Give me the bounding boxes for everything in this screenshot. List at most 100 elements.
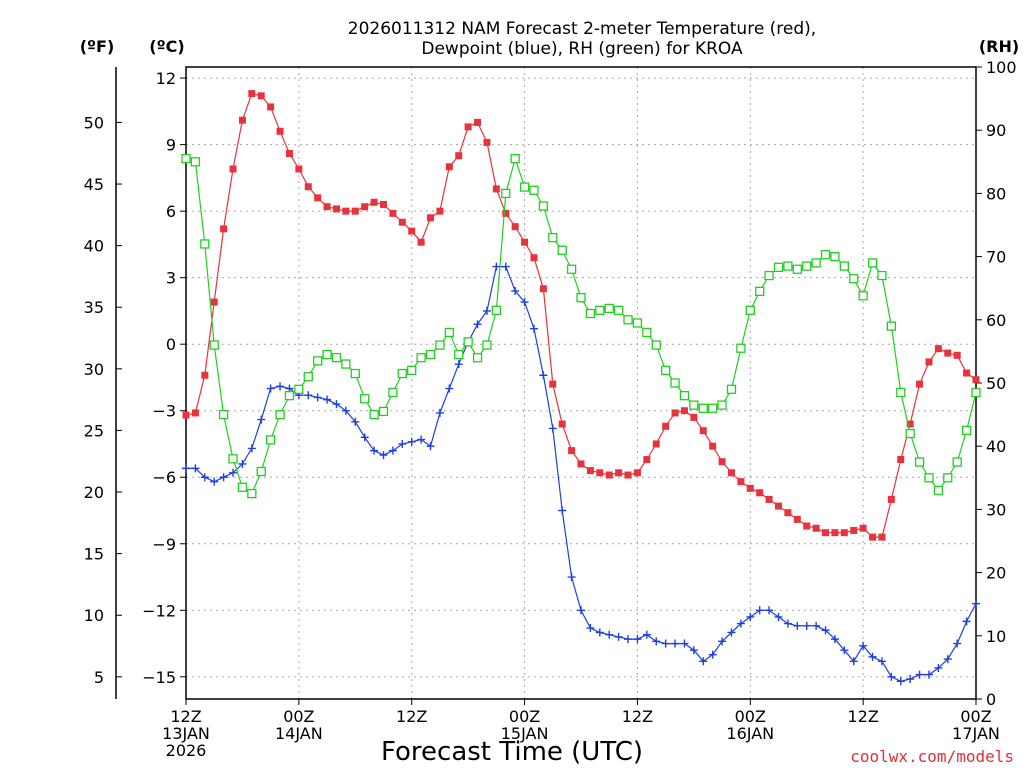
data-point [699,657,708,666]
data-point [660,365,671,376]
data-point [332,205,340,213]
data-point [417,238,425,246]
data-point [416,353,426,363]
rh-tick-label: 40 [986,437,1006,456]
rh-unit-label: (RH) [979,37,1019,56]
data-point [370,446,379,455]
data-point [435,340,445,350]
data-point [360,433,369,442]
data-point [200,239,210,249]
data-point [538,201,549,211]
data-point [566,264,577,274]
data-point [295,165,303,173]
data-point [398,439,407,448]
data-point [793,515,801,523]
x-tick-label: 2026 [166,741,207,760]
data-point [896,677,905,686]
data-point [502,209,510,217]
data-point [568,447,576,455]
data-point [924,670,933,679]
data-point [812,524,820,532]
data-point [501,188,511,199]
data-point [596,469,604,477]
data-point [218,409,229,420]
data-point [680,407,688,415]
data-point [182,411,190,419]
data-point [247,488,257,499]
data-point [595,628,604,637]
data-point [952,457,962,467]
data-point [717,400,727,410]
data-point [708,650,717,659]
data-point [934,663,943,672]
series-line [185,156,977,495]
data-point [906,420,914,428]
data-point [877,657,886,666]
chart-title-line-2: Dewpoint (blue), RH (green) for KROA [421,39,743,59]
data-point [623,315,633,325]
data-point [529,185,539,195]
data-point [858,291,868,301]
data-point [548,424,557,433]
data-point [238,116,246,124]
data-point [219,473,228,482]
data-point [972,376,980,384]
x-tick-label: 12Z [622,707,653,726]
data-point [492,185,500,193]
data-point [718,637,727,646]
data-point [407,365,417,376]
data-point [473,320,482,329]
data-point [558,506,567,515]
data-point [398,218,406,226]
data-point [577,460,585,468]
data-point [906,675,915,684]
data-point [783,261,793,271]
data-point [181,153,191,164]
data-point [210,298,218,306]
data-point [849,657,858,666]
data-point [859,641,868,650]
x-tick-label: 16JAN [726,724,774,743]
data-point [342,207,350,215]
data-point [237,482,248,492]
data-point [530,254,538,262]
data-point [586,467,594,475]
data-point [679,390,690,401]
data-point [539,285,547,293]
data-point [605,471,613,479]
data-point [727,469,735,477]
data-point [925,358,933,366]
celsius-tick-label: −12 [142,601,176,620]
data-point [529,324,538,333]
data-point [756,489,764,497]
fahrenheit-tick-label: 35 [84,298,104,317]
data-point [285,149,293,157]
data-point [953,351,961,359]
rh-tick-label: 80 [986,184,1006,203]
data-point [445,384,454,393]
data-point [247,444,256,453]
data-point [510,153,520,164]
data-point [773,262,784,272]
data-point [839,261,849,271]
data-point [313,356,323,366]
rh-tick-label: 0 [986,690,996,709]
data-point [746,612,755,621]
data-point [360,394,370,404]
data-point [764,270,774,281]
data-point [248,90,256,98]
x-tick-label: 00Z [960,707,991,726]
fahrenheit-tick-label: 30 [84,360,104,379]
data-point [745,305,755,315]
data-point [802,621,811,630]
celsius-tick-label: 3 [166,269,176,288]
data-point [690,413,698,421]
data-point [191,409,199,417]
data-point [905,428,915,439]
data-point [294,384,304,394]
data-point [896,387,906,398]
data-point [633,635,642,644]
series-2-meter-temperature [182,90,980,541]
data-point [887,672,896,681]
series-rh [181,153,981,499]
